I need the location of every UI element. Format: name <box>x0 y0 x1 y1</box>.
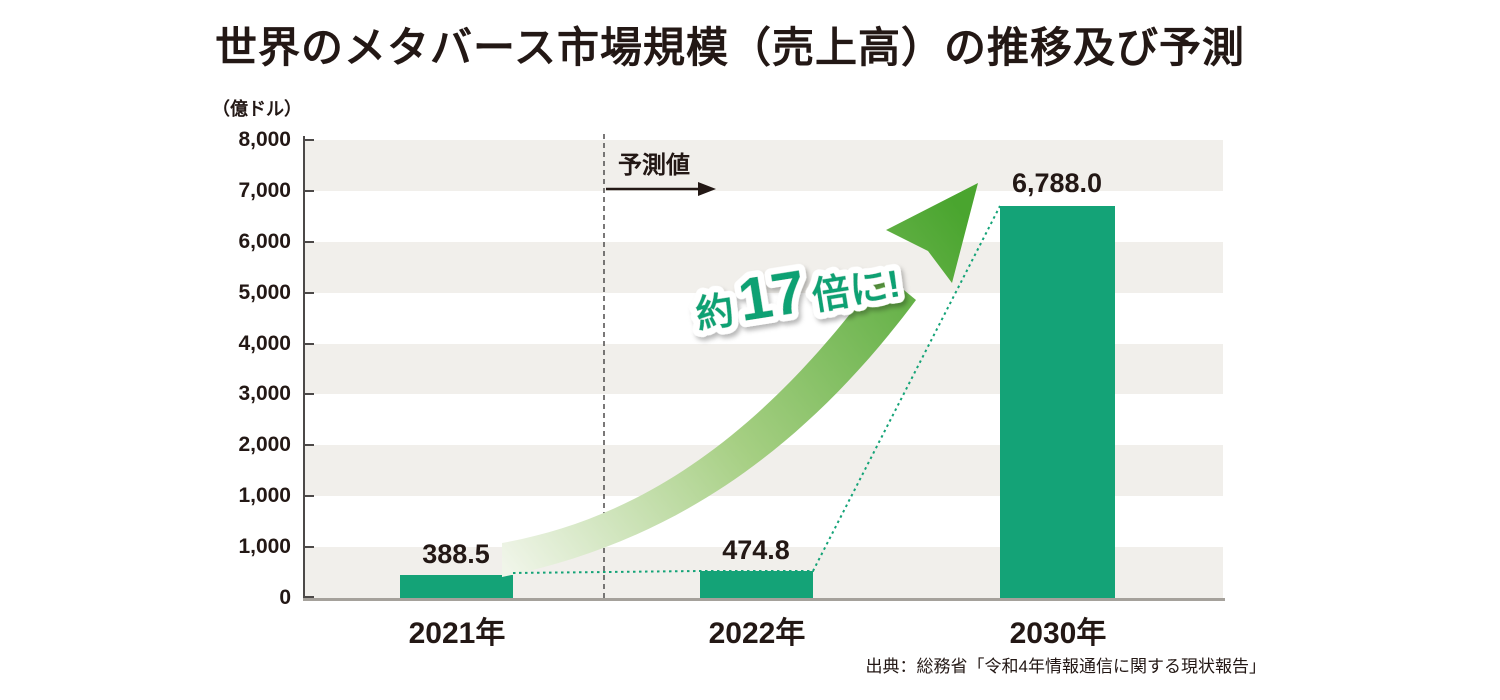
x-label-2030: 2030年 <box>1009 617 1107 650</box>
y-tick-label: 4,000 <box>238 332 291 355</box>
bar-2021 <box>400 575 513 598</box>
value-label-2022: 474.8 <box>722 535 790 565</box>
y-axis-unit-label: （億ドル） <box>212 99 302 119</box>
gridline-band <box>305 140 1223 192</box>
x-axis-line <box>303 598 1225 601</box>
y-tickmark <box>305 546 314 548</box>
chart-title: 世界のメタバース市場規模（売上高）の推移及び予測 <box>215 24 1245 71</box>
y-tick-label: 1,000 <box>238 535 291 558</box>
source-note: 出典：総務省「令和4年情報通信に関する現状報告」 <box>865 657 1266 676</box>
y-tick-label: 3,000 <box>238 382 291 405</box>
y-tickmark <box>305 393 314 395</box>
y-tickmark <box>305 139 314 141</box>
x-label-2021: 2021年 <box>408 617 506 650</box>
bar-2030 <box>1000 206 1115 598</box>
y-tick-label: 5,000 <box>238 281 291 304</box>
y-tickmark <box>305 343 314 345</box>
y-tick-label: 0 <box>279 586 291 609</box>
y-tick-label: 2,000 <box>238 433 291 456</box>
y-tick-label: 7,000 <box>238 179 291 202</box>
x-label-2022: 2022年 <box>708 617 806 650</box>
plot-area: 8,000 7,000 6,000 5,000 4,000 3,000 2,00… <box>238 128 1225 650</box>
y-tickmark <box>305 292 314 294</box>
bar-2022 <box>700 571 813 598</box>
y-tick-label: 8,000 <box>238 128 291 151</box>
value-label-2030: 6,788.0 <box>1011 168 1103 198</box>
y-tickmark <box>305 241 314 243</box>
y-tickmark <box>305 596 314 598</box>
y-tickmark <box>305 444 314 446</box>
y-tickmark <box>305 190 314 192</box>
y-axis-line <box>303 136 305 601</box>
value-label-2021: 388.5 <box>422 539 490 569</box>
forecast-label: 予測値 <box>618 152 690 179</box>
y-tickmark <box>305 495 314 497</box>
y-tick-label: 1,000 <box>238 484 291 507</box>
y-tick-label: 6,000 <box>238 230 291 253</box>
